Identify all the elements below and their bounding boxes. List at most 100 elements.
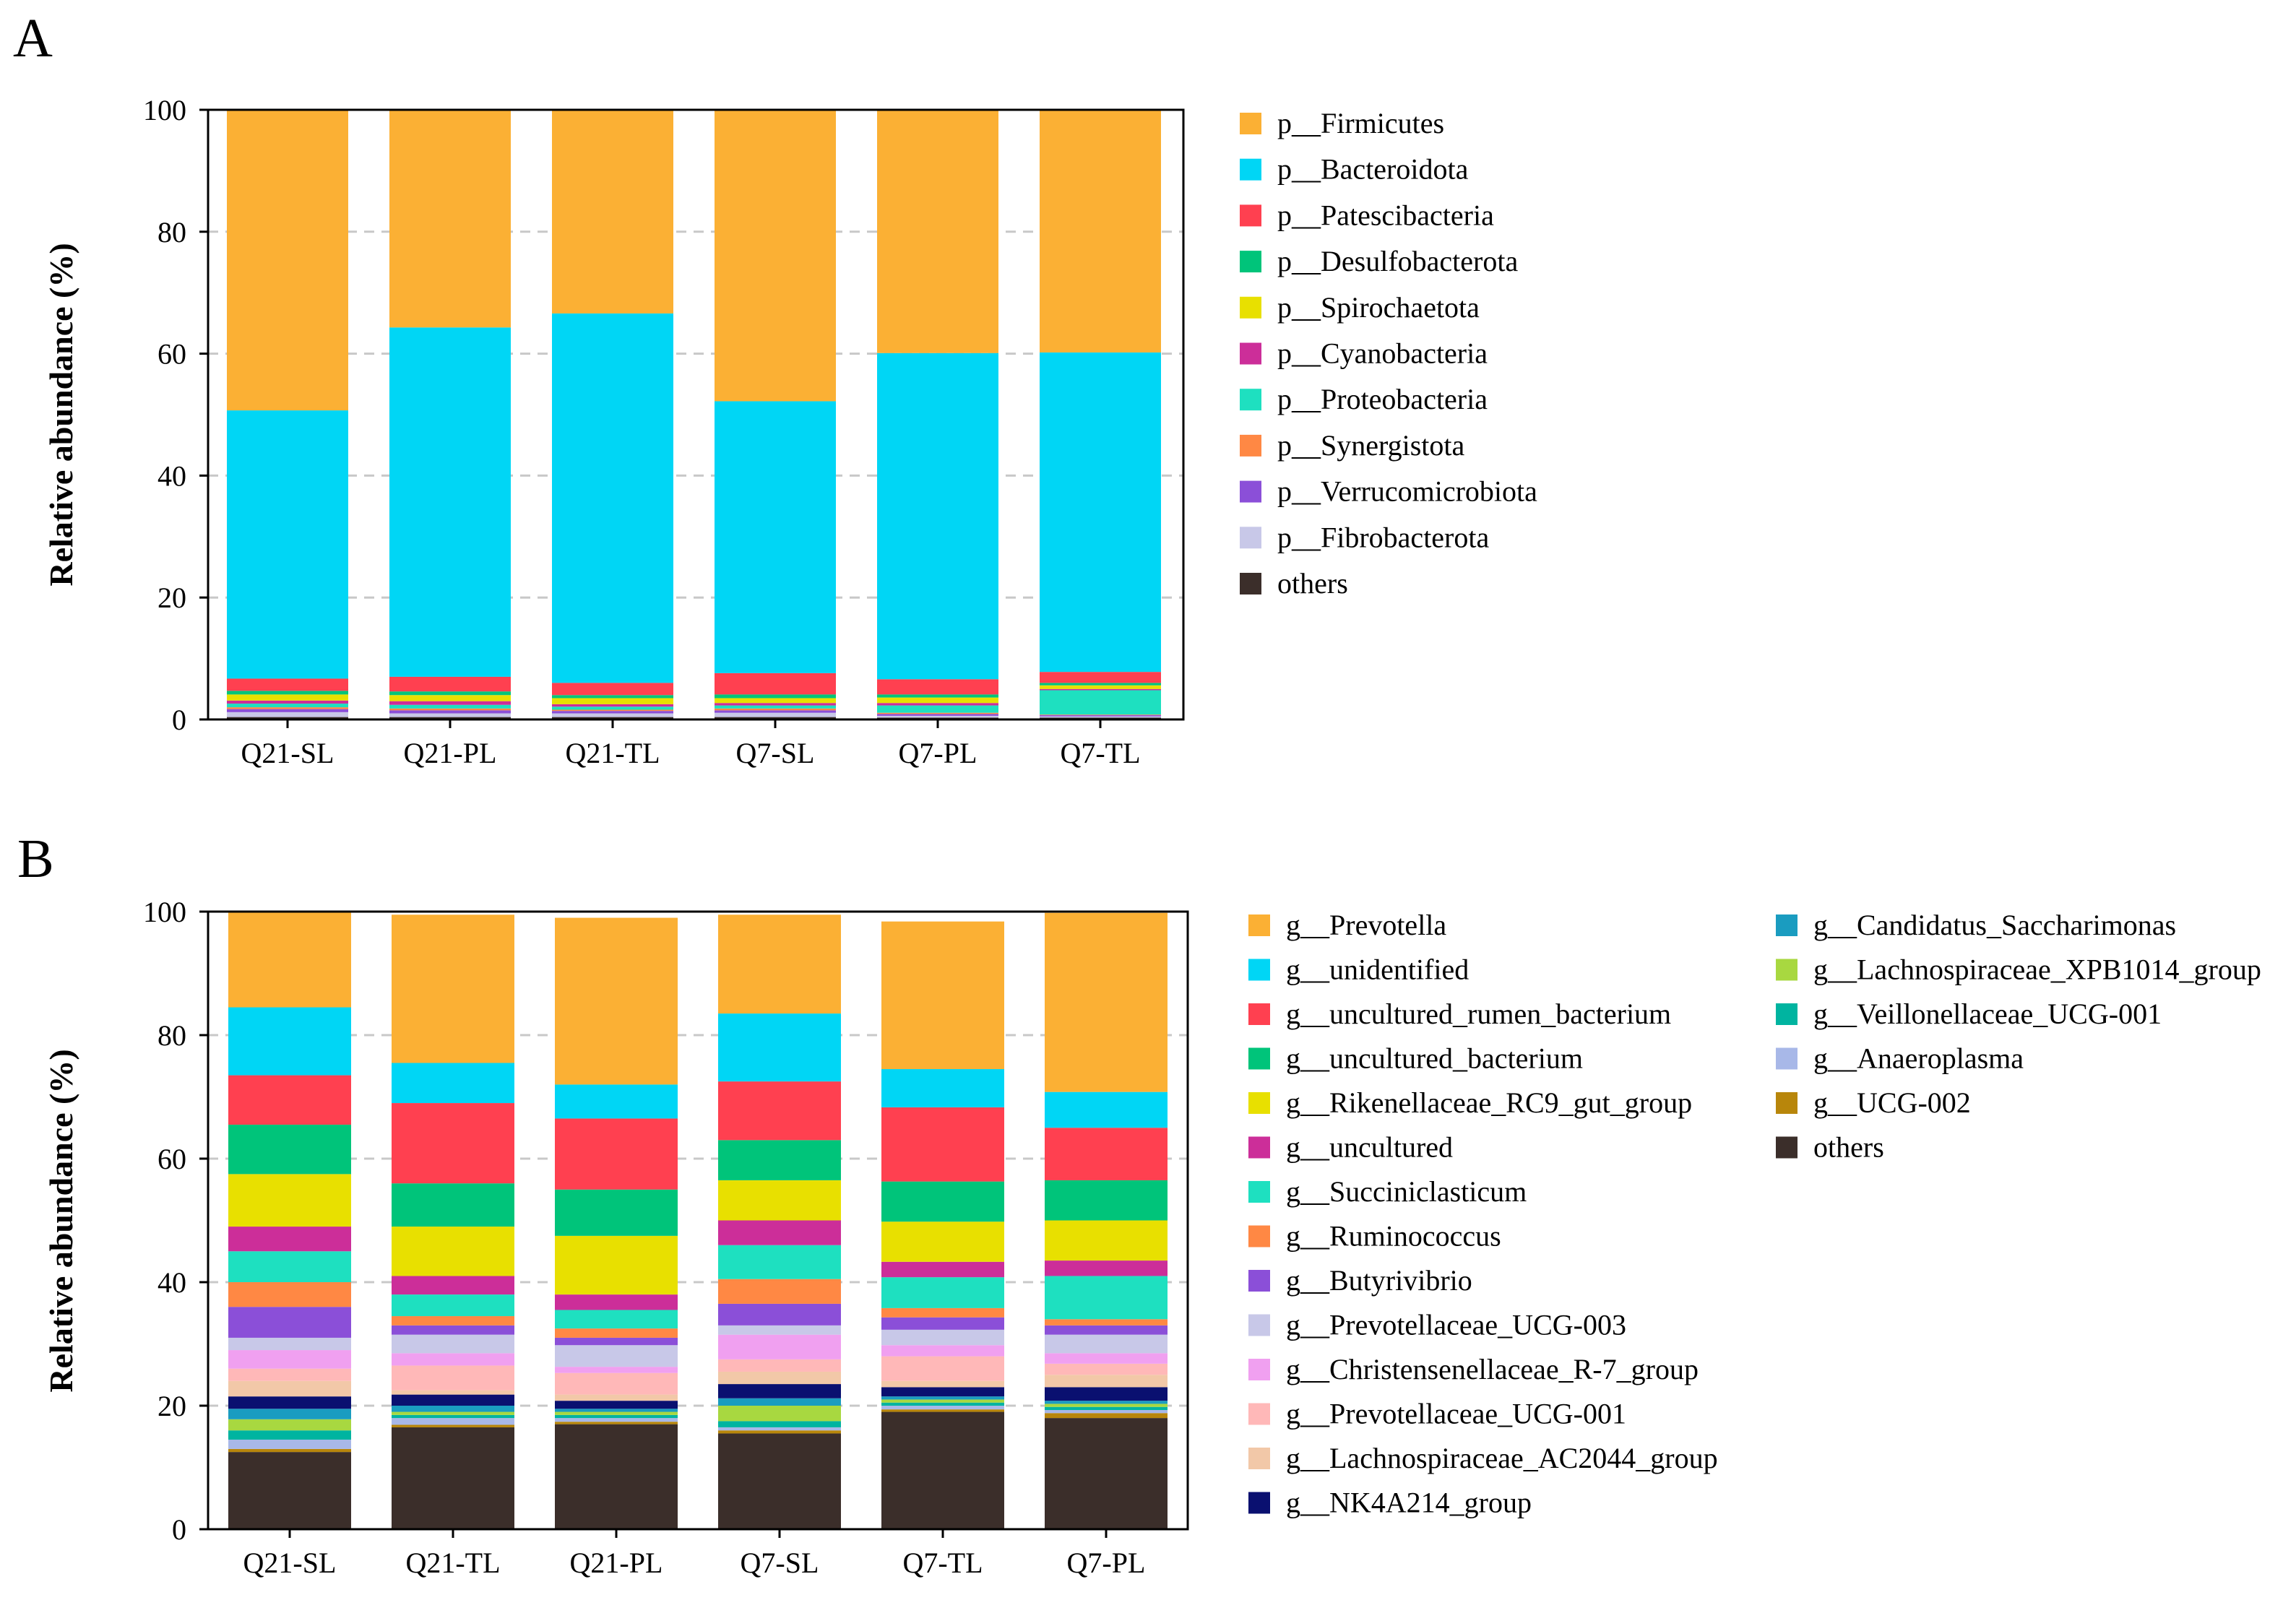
bar-segment-q21-pl-g-lachnospiraceae-ac2044-group bbox=[555, 1394, 678, 1401]
bar-segment-q7-tl-g-lachnospiraceae-ac2044-group bbox=[881, 1380, 1004, 1388]
bar-segment-q7-sl-p-synergistota bbox=[715, 708, 836, 711]
bar-segment-q21-sl-g-uncultured-bacterium bbox=[228, 1124, 351, 1175]
bar-segment-q7-tl-p-verrucomicrobiota bbox=[1040, 715, 1161, 717]
legend-swatch bbox=[1248, 1047, 1270, 1070]
bar-segment-q21-tl-others bbox=[552, 717, 673, 719]
legend-swatch bbox=[1240, 296, 1261, 319]
bar-segment-q21-pl-p-desulfobacterota bbox=[389, 691, 511, 696]
legend-label: p__Desulfobacterota bbox=[1277, 245, 1518, 277]
bar-segment-q7-pl-g-lachnospiraceae-ac2044-group bbox=[1045, 1375, 1168, 1388]
bar-segment-q7-pl-p-verrucomicrobiota bbox=[877, 714, 998, 716]
bar-segment-q21-tl-g-uncultured-rumen-bacterium bbox=[392, 1103, 514, 1184]
bar-segment-q7-tl-p-patescibacteria bbox=[1040, 672, 1161, 683]
legend-label: p__Cyanobacteria bbox=[1277, 337, 1488, 370]
legend-label: g__Veillonellaceae_UCG-001 bbox=[1813, 998, 2162, 1030]
legend-swatch bbox=[1248, 959, 1270, 981]
bar-segment-q7-tl-g-nk4a214-group bbox=[881, 1387, 1004, 1397]
legend-item-g-veillonellaceae-ucg-001: g__Veillonellaceae_UCG-001 bbox=[1776, 998, 2162, 1030]
bar-segment-q7-sl-g-butyrivibrio bbox=[718, 1303, 841, 1326]
legend-item-g-lachnospiraceae-xpb1014-group: g__Lachnospiraceae_XPB1014_group bbox=[1776, 953, 2261, 986]
legend-item-g-rikenellaceae-rc9-gut-group: g__Rikenellaceae_RC9_gut_group bbox=[1248, 1086, 1692, 1119]
legend-item-p-cyanobacteria: p__Cyanobacteria bbox=[1240, 337, 1488, 370]
legend-label: p__Synergistota bbox=[1277, 429, 1465, 462]
bar-segment-q7-pl-others bbox=[1045, 1418, 1168, 1529]
legend-swatch bbox=[1776, 1136, 1797, 1159]
x-tick-label-q7-pl: Q7-PL bbox=[1067, 1547, 1146, 1579]
bar-segment-q21-tl-g-prevotella bbox=[392, 914, 514, 1063]
bar-segment-q21-tl-p-cyanobacteria bbox=[552, 704, 673, 707]
bar-segment-q7-pl-p-patescibacteria bbox=[877, 679, 998, 695]
bar-segment-q21-pl-p-synergistota bbox=[389, 708, 511, 711]
y-axis-label-b: Relative abundance (%) bbox=[43, 1049, 79, 1392]
bars-b bbox=[228, 912, 1168, 1529]
bar-segment-q7-sl-g-uncultured-rumen-bacterium bbox=[718, 1081, 841, 1141]
panel-a: A 0 20 40 60 80 100 Q21-SL Q21-PL Q21-TL Q7-SL Q7… bbox=[13, 8, 1537, 769]
bar-segment-q7-tl-g-rikenellaceae-rc9-gut-group bbox=[881, 1221, 1004, 1262]
bar-segment-q21-sl-g-lachnospiraceae-ac2044-group bbox=[228, 1380, 351, 1397]
bar-segment-q21-tl-p-spirochaetota bbox=[552, 698, 673, 704]
legend-label: p__Spirochaetota bbox=[1277, 291, 1480, 324]
legend-swatch bbox=[1240, 527, 1261, 549]
bar-segment-q7-tl-g-candidatus-saccharimonas bbox=[881, 1396, 1004, 1400]
legend-item-p-firmicutes: p__Firmicutes bbox=[1240, 107, 1444, 139]
bar-segment-q7-tl-g-veillonellaceae-ucg-001 bbox=[881, 1402, 1004, 1406]
legend-swatch bbox=[1776, 914, 1797, 936]
y-tick-label: 80 bbox=[157, 216, 186, 248]
x-tick-label-q21-tl: Q21-TL bbox=[405, 1547, 500, 1579]
bar-segment-q7-pl-g-butyrivibrio bbox=[1045, 1325, 1168, 1335]
bar-segment-q7-sl-g-uncultured-bacterium bbox=[718, 1140, 841, 1180]
x-tick-label-q21-sl: Q21-SL bbox=[241, 737, 335, 769]
x-tick-label-q21-sl: Q21-SL bbox=[243, 1547, 337, 1579]
bar-segment-q21-sl-p-synergistota bbox=[227, 707, 348, 709]
bar-segment-q21-pl-g-succiniclasticum bbox=[555, 1310, 678, 1329]
y-tick-label: 0 bbox=[172, 1513, 186, 1546]
x-tick-label-q21-pl: Q21-PL bbox=[570, 1547, 663, 1579]
bar-segment-q7-sl-g-uncultured bbox=[718, 1220, 841, 1245]
legend-item-g-prevotellaceae-ucg-003: g__Prevotellaceae_UCG-003 bbox=[1248, 1309, 1626, 1341]
bar-segment-q7-tl-p-fibrobacterota bbox=[1040, 716, 1161, 718]
bar-segment-q7-tl-p-desulfobacterota bbox=[1040, 683, 1161, 686]
bar-segment-q7-tl-p-synergistota bbox=[1040, 714, 1161, 716]
bar-segment-q7-pl-p-bacteroidota bbox=[877, 353, 998, 680]
bar-segment-q7-tl-g-unidentified bbox=[881, 1069, 1004, 1108]
bar-segment-q7-pl-p-fibrobacterota bbox=[877, 715, 998, 718]
x-tick-label-q7-tl: Q7-TL bbox=[1060, 737, 1140, 769]
legend-item-g-candidatus-saccharimonas: g__Candidatus_Saccharimonas bbox=[1776, 909, 2176, 941]
bar-segment-q7-tl-g-uncultured-rumen-bacterium bbox=[881, 1107, 1004, 1182]
legend-swatch bbox=[1248, 1359, 1270, 1380]
bar-segment-q21-tl-g-uncultured-bacterium bbox=[392, 1183, 514, 1227]
bar-segment-q21-tl-g-lachnospiraceae-ac2044-group bbox=[392, 1390, 514, 1395]
bar-segment-q7-tl-g-prevotellaceae-ucg-003 bbox=[881, 1329, 1004, 1346]
legend-b: g__Prevotella g__unidentified g__unculture… bbox=[1248, 909, 2261, 1519]
legend-swatch bbox=[1240, 434, 1261, 457]
bar-segment-q21-pl-p-firmicutes bbox=[389, 110, 511, 328]
legend-label: g__Lachnospiraceae_XPB1014_group bbox=[1813, 953, 2261, 986]
bar-segment-q21-pl-p-bacteroidota bbox=[389, 327, 511, 677]
legend-label: g__Ruminococcus bbox=[1286, 1220, 1501, 1253]
legend-item-others: others bbox=[1776, 1131, 1884, 1164]
y-ticks-b: 0 20 40 60 80 100 bbox=[143, 896, 208, 1546]
legend-item-g-ucg-002: g__UCG-002 bbox=[1776, 1086, 1971, 1119]
legend-label: p__Bacteroidota bbox=[1277, 153, 1469, 186]
bar-segment-q21-sl-g-nk4a214-group bbox=[228, 1396, 351, 1409]
legend-swatch bbox=[1248, 1314, 1270, 1336]
y-tick-label: 20 bbox=[157, 581, 186, 614]
bar-segment-q21-tl-p-fibrobacterota bbox=[552, 713, 673, 717]
legend-item-g-uncultured-rumen-bacterium: g__uncultured_rumen_bacterium bbox=[1248, 998, 1671, 1030]
bar-segment-q21-pl-g-veillonellaceae-ucg-001 bbox=[555, 1414, 678, 1419]
bar-segment-q21-tl-g-unidentified bbox=[392, 1063, 514, 1104]
bar-segment-q21-pl-p-patescibacteria bbox=[389, 676, 511, 692]
panel-b: B 0 20 40 60 80 100 Q21-SL Q21-TL Q21-PL Q7-SL Q7… bbox=[17, 829, 2261, 1579]
x-tick-label-q7-sl: Q7-SL bbox=[741, 1547, 819, 1579]
bar-segment-q7-tl-p-spirochaetota bbox=[1040, 685, 1161, 689]
bar-segment-q7-tl-g-prevotella bbox=[881, 921, 1004, 1070]
legend-label: g__Butyrivibrio bbox=[1286, 1264, 1472, 1297]
bar-segment-q21-tl-p-proteobacteria bbox=[552, 706, 673, 710]
bar-segment-q21-pl-g-candidatus-saccharimonas bbox=[555, 1409, 678, 1412]
bar-segment-q21-tl-g-candidatus-saccharimonas bbox=[392, 1406, 514, 1412]
bar-segment-q21-sl-g-prevotellaceae-ucg-001 bbox=[228, 1368, 351, 1381]
bar-segment-q7-tl-g-anaeroplasma bbox=[881, 1406, 1004, 1410]
legend-label: others bbox=[1813, 1131, 1884, 1164]
bar-segment-q21-tl-g-butyrivibrio bbox=[392, 1325, 514, 1335]
bars-a bbox=[227, 110, 1161, 719]
